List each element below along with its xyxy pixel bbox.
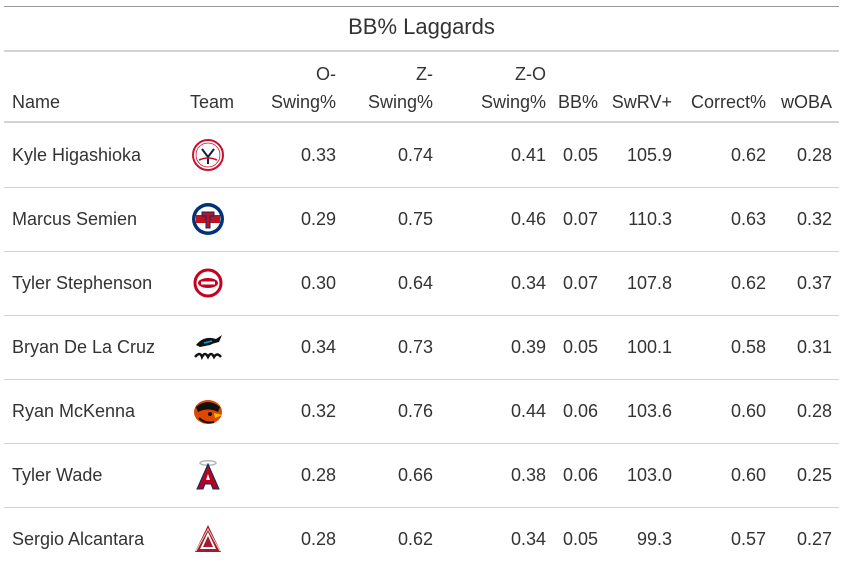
header-name: Name: [12, 92, 61, 112]
header-z-swing: Z- Swing%: [367, 64, 433, 112]
table-row: Bryan De La Cruz 0.34 0.73 0.39 0.05 100.1 0.5…: [4, 315, 839, 380]
cell-correct: 0.57: [730, 529, 766, 549]
cell-z-swing: 0.64: [397, 273, 433, 293]
reds-logo-icon: [190, 265, 226, 301]
cell-woba: 0.28: [796, 401, 832, 421]
title-divider: [4, 50, 839, 52]
cell-bb: 0.05: [562, 145, 598, 165]
table-row: Kyle Higashioka 0.33 0.74 0.41 0.05 105.9 0.62…: [4, 123, 839, 188]
header-woba: wOBA: [780, 92, 832, 112]
cell-name: Sergio Alcantara: [12, 529, 145, 549]
header-zo-swing: Z-O Swing%: [480, 64, 546, 112]
table-row: Tyler Wade 0.28 0.66 0.38 0.06 103.0 0.60 0.25: [4, 443, 839, 508]
cell-z-swing: 0.75: [397, 209, 433, 229]
header-swrv: SwRV+: [611, 92, 672, 112]
orioles-logo-icon: [190, 393, 226, 429]
cell-woba: 0.28: [796, 145, 832, 165]
cell-o-swing: 0.28: [300, 465, 336, 485]
angels-logo-icon: [190, 457, 226, 493]
table-row: Sergio Alcantara 0.28 0.62 0.34 0.05 99.3 0.57…: [4, 507, 839, 571]
cell-correct: 0.60: [730, 401, 766, 421]
cell-swrv: 103.6: [626, 401, 672, 421]
cell-name: Bryan De La Cruz: [12, 337, 156, 357]
cell-o-swing: 0.33: [300, 145, 336, 165]
cell-z-swing: 0.66: [397, 465, 433, 485]
cell-correct: 0.58: [730, 337, 766, 357]
table-row: Tyler Stephenson 0.30 0.64 0.34 0.07 107.8 0.6…: [4, 251, 839, 316]
cell-z-swing: 0.76: [397, 401, 433, 421]
top-rule: [4, 6, 839, 7]
table-container: BB% Laggards Name Team O- Swing% Z- Swing%…: [4, 6, 839, 553]
cell-correct: 0.63: [730, 209, 766, 229]
header-divider: [4, 121, 839, 123]
cell-bb: 0.05: [562, 337, 598, 357]
header-bb: BB%: [557, 92, 598, 112]
table-title: BB% Laggards: [348, 14, 495, 39]
cell-correct: 0.62: [730, 273, 766, 293]
cell-name: Tyler Stephenson: [12, 273, 153, 293]
cell-correct: 0.60: [730, 465, 766, 485]
cell-o-swing: 0.32: [300, 401, 336, 421]
cell-bb: 0.07: [562, 209, 598, 229]
cell-bb: 0.06: [562, 401, 598, 421]
cell-z-swing: 0.73: [397, 337, 433, 357]
cell-woba: 0.32: [796, 209, 832, 229]
yankees-logo-icon: [190, 137, 226, 173]
table-row: Ryan McKenna 0.32 0.76 0.44 0.06 103.6 0.60 0.2…: [4, 379, 839, 444]
cell-swrv: 100.1: [626, 337, 672, 357]
cell-name: Ryan McKenna: [12, 401, 136, 421]
diamondbacks-logo-icon: [190, 521, 226, 557]
cell-swrv: 103.0: [626, 465, 672, 485]
cell-swrv: 105.9: [626, 145, 672, 165]
cell-z-swing: 0.74: [397, 145, 433, 165]
cell-woba: 0.25: [796, 465, 832, 485]
rangers-logo-icon: [190, 201, 226, 237]
cell-zo-swing: 0.38: [510, 465, 546, 485]
cell-woba: 0.27: [796, 529, 832, 549]
cell-woba: 0.31: [796, 337, 832, 357]
cell-swrv: 107.8: [626, 273, 672, 293]
cell-name: Marcus Semien: [12, 209, 138, 229]
cell-zo-swing: 0.44: [510, 401, 546, 421]
header-o-swing: O- Swing%: [270, 64, 336, 112]
cell-swrv: 99.3: [636, 529, 672, 549]
cell-o-swing: 0.30: [300, 273, 336, 293]
cell-zo-swing: 0.34: [510, 529, 546, 549]
cell-o-swing: 0.28: [300, 529, 336, 549]
cell-zo-swing: 0.46: [510, 209, 546, 229]
cell-zo-swing: 0.39: [510, 337, 546, 357]
cell-name: Kyle Higashioka: [12, 145, 142, 165]
table-row: Marcus Semien 0.29 0.75 0.46 0.07 110.3 0.63 0.…: [4, 187, 839, 252]
cell-bb: 0.06: [562, 465, 598, 485]
cell-bb: 0.05: [562, 529, 598, 549]
cell-o-swing: 0.29: [300, 209, 336, 229]
header-correct: Correct%: [690, 92, 766, 112]
cell-correct: 0.62: [730, 145, 766, 165]
cell-name: Tyler Wade: [12, 465, 103, 485]
cell-woba: 0.37: [796, 273, 832, 293]
cell-swrv: 110.3: [628, 209, 672, 229]
header-team: Team: [190, 92, 235, 112]
cell-bb: 0.07: [562, 273, 598, 293]
cell-o-swing: 0.34: [300, 337, 336, 357]
marlins-logo-icon: [190, 329, 226, 365]
cell-z-swing: 0.62: [397, 529, 433, 549]
cell-zo-swing: 0.34: [510, 273, 546, 293]
cell-zo-swing: 0.41: [510, 145, 546, 165]
